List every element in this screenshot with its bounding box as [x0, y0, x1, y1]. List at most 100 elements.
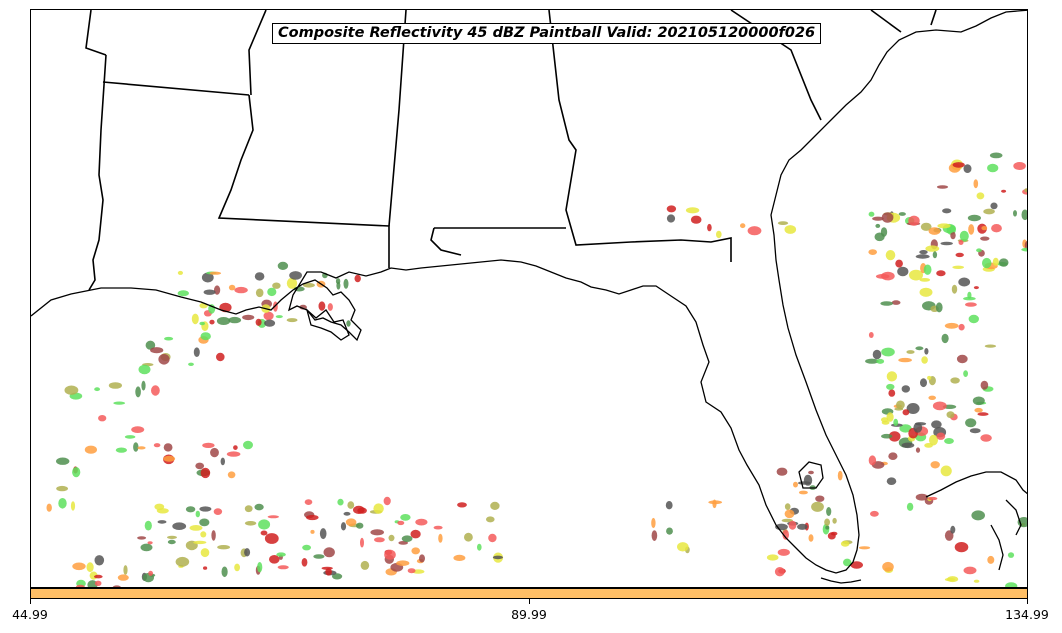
reflectivity-cell [255, 318, 262, 326]
reflectivity-cell [200, 332, 211, 341]
reflectivity-cell [712, 499, 717, 509]
reflectivity-cell [950, 231, 956, 240]
reflectivity-cell [72, 562, 86, 571]
reflectivity-cell [963, 370, 968, 377]
reflectivity-cell [952, 265, 965, 269]
reflectivity-cell [959, 230, 969, 242]
reflectivity-cell [990, 202, 998, 210]
reflectivity-cell [244, 505, 253, 513]
border-la-ms [217, 94, 390, 268]
reflectivity-cell [209, 319, 215, 325]
reflectivity-cell [958, 323, 965, 331]
reflectivity-cell [199, 506, 212, 512]
reflectivity-cell [893, 418, 899, 426]
reflectivity-cell [75, 584, 85, 587]
reflectivity-cell [1013, 210, 1017, 217]
reflectivity-cell [888, 431, 901, 442]
reflectivity-cell [343, 278, 349, 289]
reflectivity-cell [56, 457, 70, 465]
reflectivity-cell [64, 385, 79, 395]
gulf-coastline [31, 10, 1027, 574]
reflectivity-cell [798, 481, 811, 485]
reflectivity-cell [935, 302, 943, 313]
colorbar-tick-label-max: 134.99 [1005, 607, 1049, 622]
reflectivity-cell [131, 426, 145, 433]
reflectivity-cell [876, 358, 885, 364]
reflectivity-cell [163, 443, 173, 452]
reflectivity-cell [782, 529, 789, 540]
reflectivity-cell [370, 529, 385, 536]
reflectivity-cell [886, 412, 894, 422]
reflectivity-cell [777, 548, 790, 556]
border-fl-ga [430, 227, 462, 256]
reflectivity-cell [343, 511, 351, 516]
reflectivity-cell [826, 507, 832, 516]
reflectivity-cell [919, 287, 933, 297]
reflectivity-cell [490, 501, 500, 510]
reflectivity-cell [651, 530, 658, 541]
reflectivity-cell [277, 261, 289, 270]
reflectivity-cell [200, 548, 210, 558]
reflectivity-cell [203, 289, 216, 295]
reflectivity-cell [929, 434, 938, 446]
reflectivity-cell [677, 542, 689, 552]
reflectivity-cell [928, 227, 941, 235]
reflectivity-cell [140, 543, 153, 552]
reflectivity-cell [56, 485, 68, 492]
reflectivity-cell [963, 296, 976, 301]
reflectivity-cell [915, 254, 930, 259]
reflectivity-cell [894, 407, 904, 411]
reflectivity-cell [827, 532, 836, 540]
reflectivity-cell [901, 442, 915, 449]
reflectivity-cell [888, 389, 896, 397]
reflectivity-cell [108, 382, 122, 389]
reflectivity-cell [98, 415, 107, 422]
reflectivity-cell [865, 358, 879, 364]
reflectivity-cell [981, 226, 988, 231]
reflectivity-cell [963, 164, 972, 174]
reflectivity-cell [954, 542, 969, 553]
colorbar-tick-label-mid: 89.99 [511, 607, 547, 622]
reflectivity-cell [267, 515, 279, 519]
reflectivity-blobs [46, 152, 1027, 587]
reflectivity-cell [191, 313, 199, 325]
reflectivity-cell [665, 501, 673, 510]
reflectivity-cell [94, 387, 100, 392]
lake-okeechobee [798, 461, 824, 489]
reflectivity-cell [167, 535, 177, 540]
reflectivity-cell [921, 356, 928, 364]
reflectivity-cell [234, 286, 248, 294]
reflectivity-cell [221, 566, 228, 578]
reflectivity-cell [942, 208, 952, 214]
reflectivity-cell [327, 303, 333, 311]
reflectivity-cell [58, 498, 67, 509]
reflectivity-cell [86, 562, 94, 573]
reflectivity-cell [958, 277, 971, 287]
colorbar-tick-label-min: 44.99 [12, 607, 48, 622]
reflectivity-cell [784, 509, 795, 519]
reflectivity-cell [913, 422, 923, 433]
reflectivity-cell [766, 554, 779, 561]
reflectivity-cell [216, 317, 231, 325]
reflectivity-cell [397, 520, 405, 526]
reflectivity-cell [226, 451, 241, 457]
reflectivity-cell [932, 251, 938, 259]
reflectivity-cell [243, 440, 253, 450]
reflectivity-cell [840, 540, 850, 547]
reflectivity-cell [973, 179, 979, 189]
reflectivity-cell [172, 522, 187, 530]
reflectivity-cell [401, 535, 413, 542]
reflectivity-cell [875, 223, 881, 228]
reflectivity-cell [193, 540, 207, 545]
reflectivity-cell [153, 443, 161, 448]
reflectivity-cell [888, 452, 898, 461]
reflectivity-cell [151, 385, 160, 396]
reflectivity-cell [843, 558, 852, 567]
reflectivity-cell [200, 467, 211, 479]
reflectivity-cell [952, 162, 965, 168]
reflectivity-cell [488, 533, 497, 543]
reflectivity-cell [340, 522, 347, 531]
reflectivity-cell [797, 523, 808, 530]
reflectivity-cell [133, 442, 139, 452]
reflectivity-cell [345, 518, 357, 527]
